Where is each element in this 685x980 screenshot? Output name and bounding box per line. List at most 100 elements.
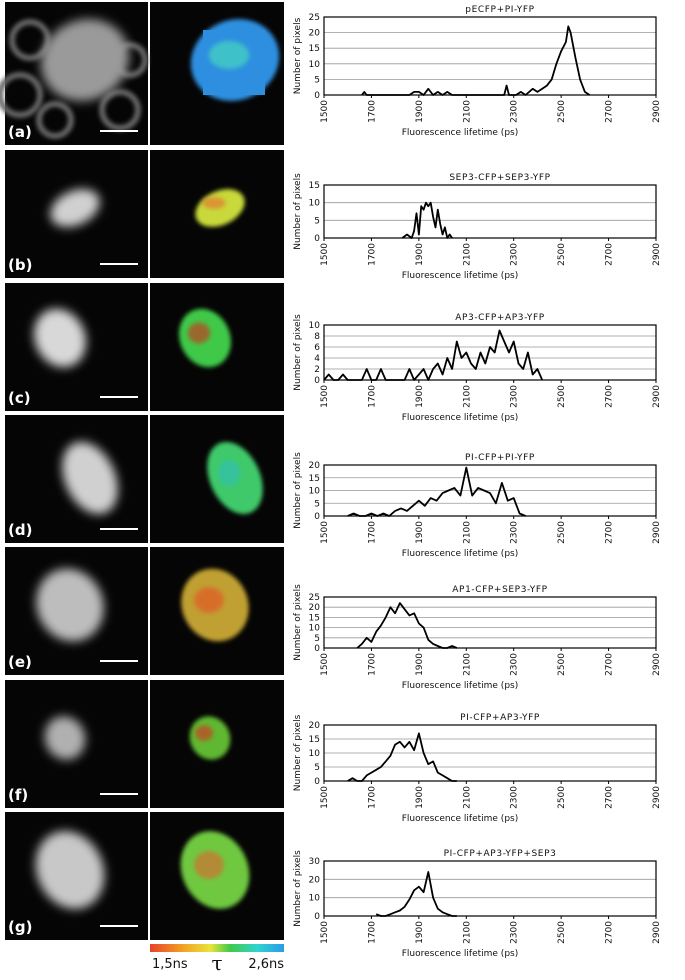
x-tick-label: 2500: [557, 385, 567, 408]
histogram-line: [323, 329, 544, 381]
x-tick-label: 2300: [510, 100, 520, 123]
y-axis-label: Number of pixels: [293, 314, 303, 391]
y-tick-label: 5: [314, 216, 320, 226]
x-tick-label: 2700: [605, 921, 615, 944]
x-tick-label: 2300: [510, 786, 520, 809]
x-tick-label: 2900: [652, 521, 662, 544]
cell-intensity: [50, 189, 100, 227]
x-tick-label: 2700: [605, 786, 615, 809]
histogram-line: [361, 25, 591, 96]
y-tick-label: 0: [314, 376, 320, 386]
y-tick-label: 15: [309, 474, 320, 484]
y-tick-label: 5: [314, 499, 320, 509]
y-axis-label: Number of pixels: [293, 584, 303, 661]
x-tick-label: 2100: [462, 653, 472, 676]
image-texture: [36, 101, 74, 139]
x-axis-label: Fluorescence lifetime (ps): [402, 413, 518, 423]
histogram-line: [347, 466, 526, 517]
x-tick-label: 2100: [462, 786, 472, 809]
y-tick-label: 25: [309, 13, 320, 23]
x-tick-label: 1700: [367, 786, 377, 809]
x-tick-label: 1900: [415, 521, 425, 544]
chart-title: PI-CFP+AP3-YFP: [460, 713, 540, 723]
plot-frame: [323, 596, 657, 649]
chart-title: SEP3-CFP+SEP3-YFP: [449, 173, 550, 183]
y-tick-label: 10: [309, 199, 321, 209]
cell-intensity: [44, 716, 86, 760]
y-tick-label: 20: [309, 603, 321, 613]
x-tick-label: 1500: [320, 786, 330, 809]
cell-lifetime-spot: [202, 197, 226, 209]
chart-title: pECFP+PI-YFP: [465, 5, 534, 15]
y-tick-label: 20: [309, 29, 321, 39]
x-tick-label: 1900: [415, 921, 425, 944]
image-texture: [9, 19, 51, 61]
y-tick-label: 20: [309, 721, 321, 731]
cell-intensity: [62, 441, 118, 515]
x-axis-label: Fluorescence lifetime (ps): [402, 271, 518, 281]
y-axis-label: Number of pixels: [293, 173, 303, 250]
x-tick-label: 1900: [415, 100, 425, 123]
colorbar-symbol: τ: [211, 951, 222, 975]
x-axis-label: Fluorescence lifetime (ps): [402, 549, 518, 559]
x-tick-label: 1700: [367, 653, 377, 676]
panel-label: (e): [8, 653, 32, 671]
x-axis-label: Fluorescence lifetime (ps): [402, 949, 518, 959]
x-tick-label: 1500: [320, 653, 330, 676]
y-tick-label: 0: [314, 512, 320, 522]
x-tick-label: 2900: [652, 100, 662, 123]
x-axis-label: Fluorescence lifetime (ps): [402, 814, 518, 824]
panel-label: (d): [8, 521, 32, 539]
x-tick-label: 2300: [510, 243, 520, 266]
y-tick-label: 15: [309, 44, 320, 54]
x-tick-label: 2700: [605, 521, 615, 544]
x-tick-label: 2500: [557, 786, 567, 809]
x-tick-label: 2100: [462, 385, 472, 408]
x-tick-label: 2300: [510, 385, 520, 408]
x-tick-label: 2500: [557, 243, 567, 266]
cell-lifetime-spot: [208, 41, 250, 69]
plot-frame: [323, 16, 657, 96]
y-tick-label: 20: [309, 461, 321, 471]
cell-lifetime-spot: [194, 851, 224, 879]
x-tick-label: 2900: [652, 786, 662, 809]
y-tick-label: 10: [309, 624, 321, 634]
y-tick-label: 30: [309, 857, 321, 867]
x-tick-label: 2300: [510, 653, 520, 676]
panel-label: (f): [8, 786, 28, 804]
x-tick-label: 1700: [367, 100, 377, 123]
x-tick-label: 1500: [320, 921, 330, 944]
y-tick-label: 10: [309, 321, 321, 331]
cell-lifetime-spot: [217, 459, 241, 487]
y-tick-label: 4: [314, 354, 320, 364]
y-tick-label: 15: [309, 613, 320, 623]
x-tick-label: 2900: [652, 653, 662, 676]
x-tick-label: 2500: [557, 921, 567, 944]
x-tick-label: 2300: [510, 521, 520, 544]
x-tick-label: 2700: [605, 243, 615, 266]
histogram-line: [401, 201, 453, 239]
colorbar-min: 1,5ns: [152, 957, 188, 972]
y-tick-label: 0: [314, 912, 320, 922]
panel-label: (a): [8, 123, 32, 141]
x-tick-label: 1500: [320, 100, 330, 123]
y-tick-label: 20: [309, 875, 321, 885]
x-tick-label: 2700: [605, 100, 615, 123]
cell-intensity: [35, 831, 105, 909]
x-axis-label: Fluorescence lifetime (ps): [402, 681, 518, 691]
y-tick-label: 6: [314, 343, 320, 353]
y-tick-label: 15: [309, 735, 320, 745]
x-tick-label: 1500: [320, 243, 330, 266]
x-tick-label: 2900: [652, 243, 662, 266]
colorbar: [150, 944, 284, 952]
plot-frame: [323, 724, 657, 782]
x-tick-label: 2700: [605, 385, 615, 408]
x-tick-label: 1900: [415, 653, 425, 676]
x-axis-label: Fluorescence lifetime (ps): [402, 128, 518, 138]
y-tick-label: 25: [309, 593, 320, 603]
x-tick-label: 2300: [510, 921, 520, 944]
y-axis-label: Number of pixels: [293, 850, 303, 927]
chart-title: AP3-CFP+AP3-YFP: [455, 313, 545, 323]
chart-title: PI-CFP+AP3-YFP+SEP3: [444, 849, 557, 859]
